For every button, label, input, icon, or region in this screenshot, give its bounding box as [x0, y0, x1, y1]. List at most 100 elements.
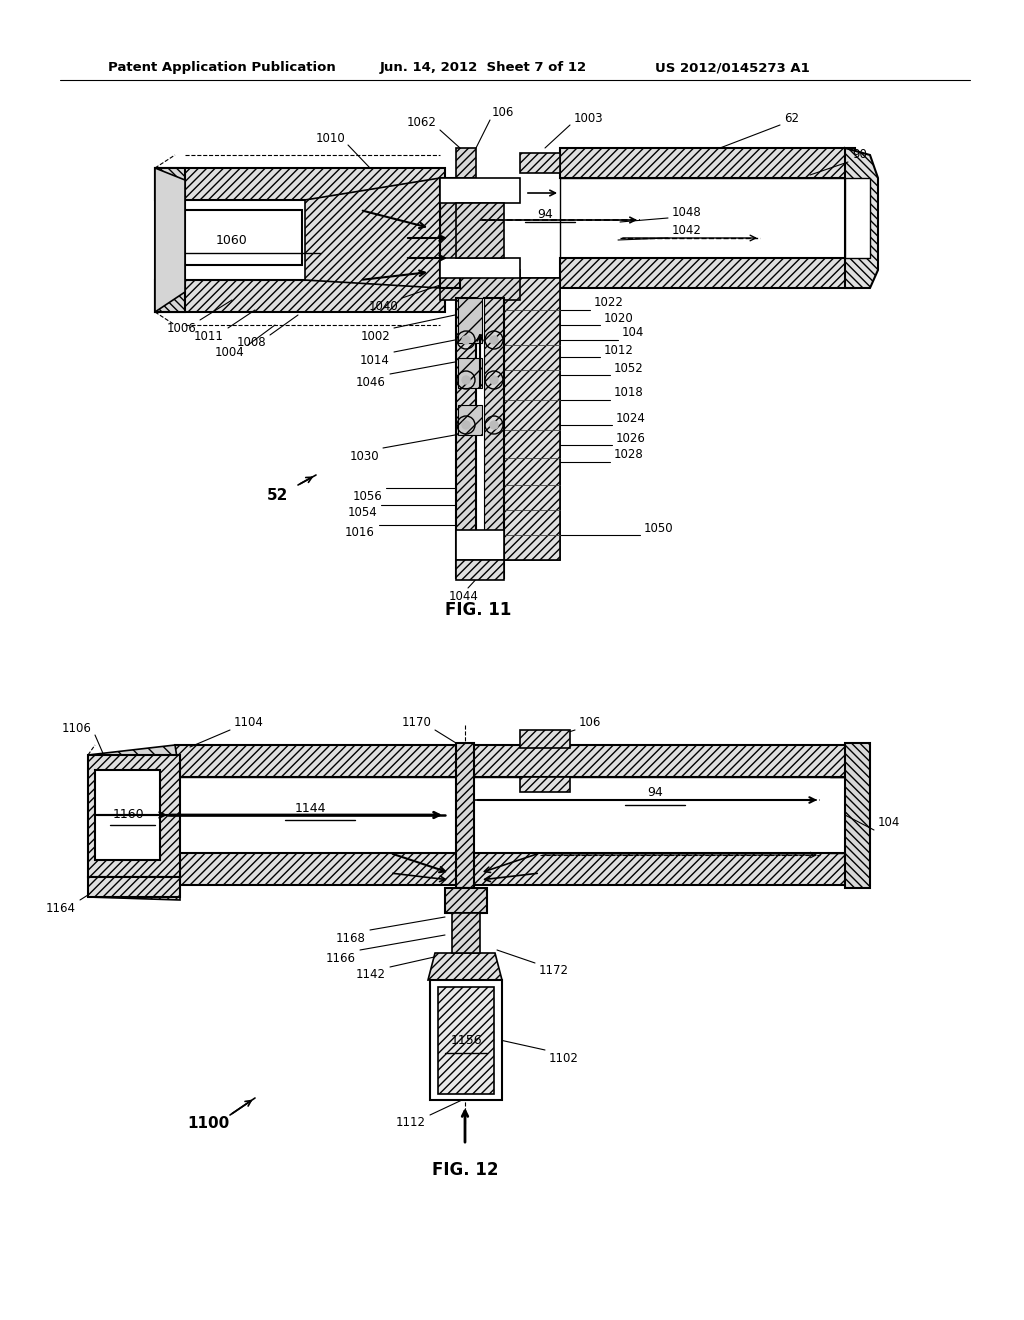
Bar: [175, 744, 855, 777]
Text: 1166: 1166: [326, 952, 356, 965]
Text: Jun. 14, 2012  Sheet 7 of 12: Jun. 14, 2012 Sheet 7 of 12: [380, 62, 587, 74]
Text: 94: 94: [647, 787, 663, 800]
Bar: [520, 153, 560, 173]
Bar: [440, 257, 520, 279]
Bar: [458, 358, 482, 388]
Bar: [456, 531, 504, 560]
Bar: [476, 298, 484, 578]
Polygon shape: [305, 178, 440, 288]
Text: 1046: 1046: [356, 375, 386, 388]
Bar: [456, 560, 504, 579]
Bar: [430, 979, 502, 1100]
Text: 1026: 1026: [616, 432, 646, 445]
Text: 106: 106: [492, 107, 514, 120]
Text: 1004: 1004: [214, 346, 244, 359]
Text: 1164: 1164: [46, 902, 76, 915]
Text: 1102: 1102: [549, 1052, 579, 1064]
Text: 1003: 1003: [574, 111, 603, 124]
Bar: [155, 280, 445, 312]
Bar: [155, 201, 445, 280]
Text: 1011: 1011: [195, 330, 224, 342]
Bar: [458, 405, 482, 436]
Text: 1062: 1062: [408, 116, 437, 129]
Bar: [95, 770, 160, 861]
Text: 1056: 1056: [352, 490, 382, 503]
Polygon shape: [155, 168, 185, 312]
Text: 104: 104: [878, 817, 900, 829]
Bar: [88, 755, 180, 876]
Circle shape: [490, 337, 498, 345]
Text: 1012: 1012: [604, 343, 634, 356]
Text: 1042: 1042: [672, 224, 701, 238]
Circle shape: [490, 421, 498, 429]
Bar: [88, 876, 180, 898]
Text: 1044: 1044: [450, 590, 479, 602]
Text: 1052: 1052: [614, 362, 644, 375]
Text: 1040: 1040: [369, 300, 398, 313]
Text: 1024: 1024: [616, 412, 646, 425]
Bar: [484, 298, 504, 578]
Bar: [452, 913, 480, 953]
Bar: [456, 298, 476, 578]
Text: 1048: 1048: [672, 206, 701, 219]
Circle shape: [462, 376, 470, 384]
Text: 1028: 1028: [614, 449, 644, 462]
Text: 1018: 1018: [614, 387, 644, 400]
Bar: [520, 730, 570, 748]
Bar: [520, 777, 570, 792]
Text: Patent Application Publication: Patent Application Publication: [108, 62, 336, 74]
Bar: [440, 271, 520, 300]
Bar: [560, 148, 855, 178]
Bar: [155, 168, 445, 201]
Text: 1170: 1170: [402, 717, 432, 730]
Bar: [456, 148, 476, 178]
Polygon shape: [845, 148, 878, 288]
Text: 106: 106: [579, 717, 601, 730]
Text: 1050: 1050: [644, 521, 674, 535]
Text: 62: 62: [784, 111, 799, 124]
Bar: [155, 168, 185, 312]
Bar: [175, 853, 855, 884]
Polygon shape: [428, 953, 502, 979]
Polygon shape: [504, 279, 560, 560]
Bar: [504, 279, 560, 560]
Bar: [162, 210, 302, 265]
Text: 1020: 1020: [604, 312, 634, 325]
Text: 1002: 1002: [360, 330, 390, 342]
Text: 1172: 1172: [539, 965, 569, 978]
Bar: [560, 257, 855, 288]
Polygon shape: [88, 744, 180, 884]
Text: 1008: 1008: [237, 337, 266, 350]
Text: 1156: 1156: [451, 1034, 482, 1047]
Text: 1104: 1104: [234, 717, 264, 730]
Text: FIG. 11: FIG. 11: [444, 601, 511, 619]
Text: 1112: 1112: [396, 1117, 426, 1130]
Bar: [440, 178, 520, 203]
Text: 1060: 1060: [216, 234, 248, 247]
Bar: [440, 178, 460, 288]
Text: 1010: 1010: [315, 132, 345, 144]
Polygon shape: [88, 876, 180, 900]
Bar: [456, 203, 504, 257]
Text: 1144: 1144: [294, 801, 326, 814]
Circle shape: [490, 376, 498, 384]
Text: 1030: 1030: [349, 450, 379, 462]
Bar: [456, 743, 474, 888]
Text: 1006: 1006: [166, 322, 196, 334]
Text: 52: 52: [267, 487, 289, 503]
Bar: [175, 777, 855, 853]
Text: 104: 104: [622, 326, 644, 339]
Text: 1168: 1168: [336, 932, 366, 945]
Bar: [845, 743, 870, 888]
Text: 1022: 1022: [594, 297, 624, 309]
Text: 1142: 1142: [356, 969, 386, 982]
Text: 1160: 1160: [113, 808, 143, 821]
Text: US 2012/0145273 A1: US 2012/0145273 A1: [655, 62, 810, 74]
Bar: [458, 298, 482, 343]
Circle shape: [462, 421, 470, 429]
Bar: [845, 178, 870, 257]
Text: 1014: 1014: [360, 354, 390, 367]
Bar: [438, 987, 494, 1094]
Bar: [445, 888, 487, 913]
Text: 1106: 1106: [62, 722, 92, 734]
